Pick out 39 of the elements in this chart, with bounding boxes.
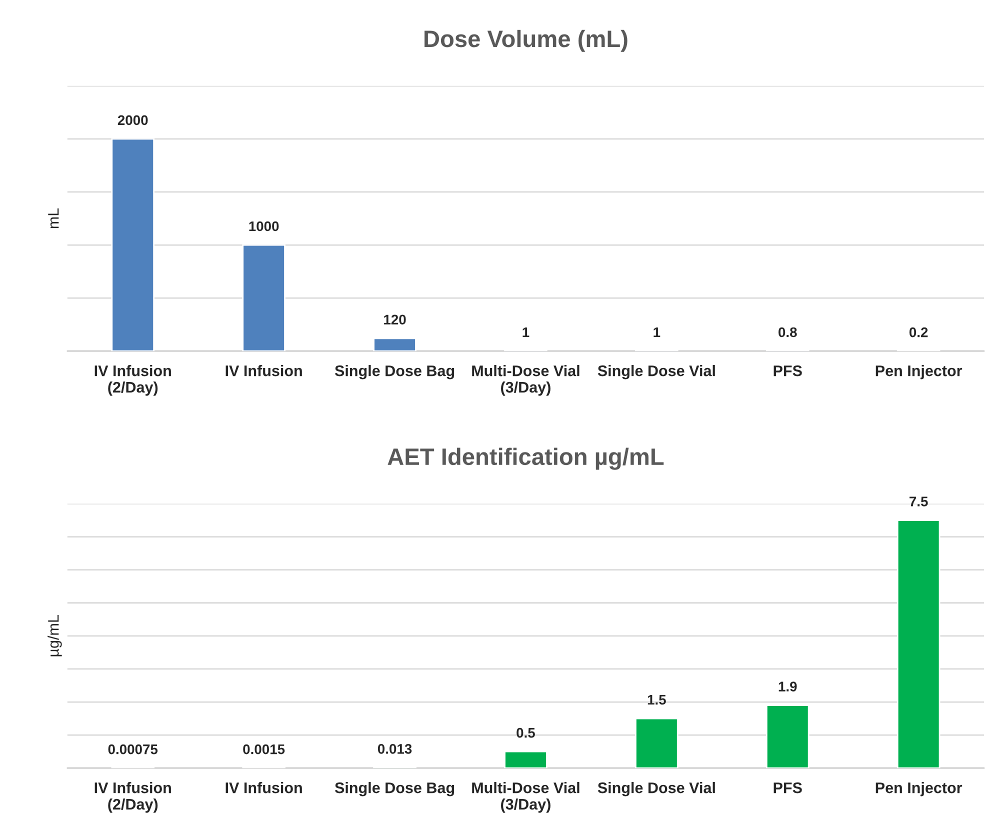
x-tick-label: Pen Injector [876,782,962,796]
chart-title: Dose Volume (mL) [424,30,628,52]
x-tick-label: IV Infusion (2/Day) [94,365,171,396]
data-label: 0.8 [778,327,797,338]
data-label: 0.0015 [243,744,285,754]
x-tick-label: Multi-Dose Vial (3/Day) [472,782,580,813]
data-label: 7.5 [910,496,928,506]
x-tick-label: Single Dose Vial [598,782,715,796]
bar [896,520,940,768]
bar [111,138,155,352]
bar [242,244,286,352]
chart-title: AET Identification µg/mL [388,448,664,470]
y-axis-title: µg/mL [48,615,62,656]
data-label: 1000 [249,221,279,232]
data-label: 1.5 [648,694,666,705]
bar [373,338,416,352]
data-label: 0.2 [909,327,928,338]
x-tick-label: Single Dose Bag [334,782,454,796]
data-label: 1 [654,327,660,338]
x-tick-label: IV Infusion [226,365,302,376]
bar [635,718,678,768]
y-axis-title: mL [48,208,59,228]
x-tick-label: IV Infusion [226,782,302,794]
x-tick-label: PFS [774,782,802,794]
x-tick-label: Multi-Dose Vial (3/Day) [472,365,580,396]
x-tick-label: Single Dose Bag [334,365,454,380]
bar [504,750,548,768]
x-tick-label: PFS [774,365,802,376]
x-tick-label: Single Dose Vial [598,365,715,380]
data-label: 0.013 [378,744,412,754]
data-label: 1.9 [778,682,797,692]
x-tick-label: IV Infusion (2/Day) [94,782,171,813]
data-label: 1 [522,327,530,338]
data-label: 0.5 [516,728,535,738]
data-label: 0.00075 [108,744,158,754]
bar [766,704,810,768]
data-label: 2000 [118,115,148,126]
data-label: 120 [384,314,406,325]
x-tick-label: Pen Injector [876,365,962,380]
